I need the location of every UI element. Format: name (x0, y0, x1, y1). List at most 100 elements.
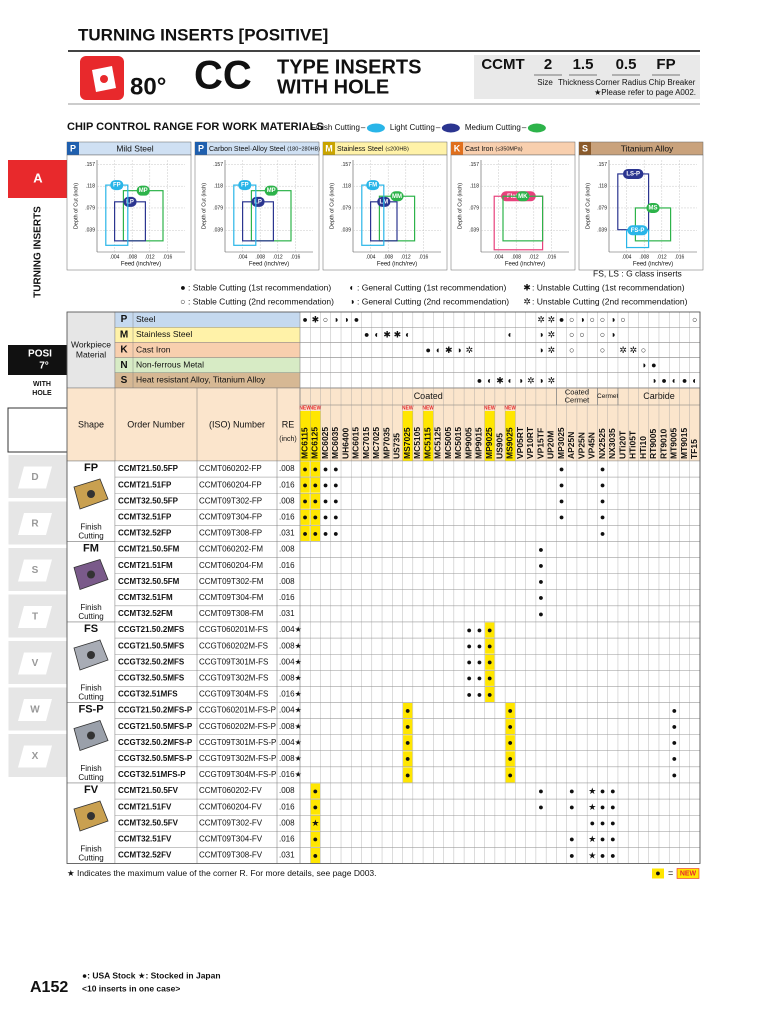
corner-radius: .008 (279, 818, 295, 827)
workpiece-mark: ✲ (548, 330, 556, 340)
order-number: CCGT21.50.5MFS (118, 641, 185, 650)
grade-name: UH6400 (340, 428, 350, 459)
new-cell-highlight (310, 477, 321, 493)
iso-number: CCMT09T302-FV (199, 818, 263, 827)
workpiece-mark: ◑ (538, 345, 543, 355)
workpiece-mark: ◐ (692, 375, 697, 385)
new-tag: NEW (422, 405, 434, 411)
shape-tab[interactable] (7, 407, 69, 453)
stock-mark: ● (323, 528, 328, 538)
corner-radius: .031 (279, 609, 295, 618)
stock-mark: ● (477, 641, 482, 651)
column-header: (inch) (279, 436, 297, 443)
new-cell-highlight (485, 638, 495, 654)
stock-mark: ● (538, 577, 543, 587)
x-tick-label: .016 (547, 254, 557, 260)
workpiece-mark: ◑ (538, 330, 543, 340)
workpiece-mark: ✲ (537, 314, 545, 324)
corner-radius: .004★ (279, 657, 302, 666)
stock-mark: ● (467, 625, 472, 635)
stock-mark: ● (313, 496, 318, 506)
x-tick-label: .012 (145, 254, 155, 260)
workpiece-mark: ✲ (630, 345, 638, 355)
y-tick-label: .079 (213, 205, 223, 211)
new-cell-highlight (485, 622, 495, 638)
y-tick-label: .157 (597, 162, 607, 168)
iso-number: CCGT060202M-FS-P (199, 722, 276, 731)
x-tick-label: .004 (494, 254, 504, 260)
iso-number: CCMT060204-FP (199, 480, 262, 489)
new-grade-highlight (505, 411, 516, 461)
insert-hole (87, 490, 95, 498)
stock-mark: ● (600, 480, 605, 490)
corner-radius: .008 (279, 464, 295, 473)
x-axis-label: Feed (inch/rev) (505, 262, 545, 268)
workpiece-mark: ◑ (456, 345, 461, 355)
workpiece-mark: ● (682, 375, 687, 385)
y-axis-label: Depth of Cut (inch) (585, 183, 591, 229)
stock-mark: ★ (311, 818, 319, 828)
grade-name: MC6025 (320, 427, 330, 459)
stock-mark: ● (600, 786, 605, 796)
grade-name: MP9025 (484, 427, 494, 459)
iso-number: CCMT09T308-FP (199, 529, 262, 538)
grade-name: US905 (494, 433, 504, 459)
grade-name: MC6115 (299, 427, 309, 459)
corner-radius: .008 (279, 496, 295, 505)
stock-mark: ● (467, 673, 472, 683)
workpiece-letter: P (121, 314, 128, 325)
designation-box (474, 55, 700, 99)
stock-mark: ● (672, 770, 677, 780)
posi-label: POSI (28, 349, 52, 360)
stock-mark: ● (477, 689, 482, 699)
panel-letter: S (582, 143, 588, 153)
iso-number: CCGT09T304M-FS-P (199, 770, 276, 779)
chip-title: CHIP CONTROL RANGE FOR WORK MATERIALS (67, 121, 324, 133)
stock-mark: ● (313, 850, 318, 860)
footnote: ★ Indicates the maximum value of the cor… (67, 868, 377, 878)
header-band (66, 387, 701, 462)
iso-number: CCMT09T304-FV (199, 834, 263, 843)
workpiece-letter: M (120, 329, 128, 340)
workpiece-mark: ● (661, 375, 666, 385)
tab-letter: X (32, 751, 39, 762)
stability-text: : General Cutting (2nd recommendation) (357, 296, 509, 306)
stock-mark: ● (302, 496, 307, 506)
grade-name: MP9015 (474, 427, 484, 459)
workpiece-mark: ○ (569, 330, 574, 340)
grade-name: MT9015 (679, 428, 689, 459)
corner-radius: .008★ (279, 754, 302, 763)
stock-mark: ● (508, 722, 513, 732)
stock-mark: ● (467, 689, 472, 699)
new-tag: NEW (310, 405, 322, 411)
new-legend-tag (676, 868, 700, 879)
with-hole: WITH (33, 381, 51, 388)
application: Cutting (78, 532, 103, 541)
new-cell-highlight (485, 654, 495, 670)
x-axis-label: Feed (inch/rev) (377, 262, 417, 268)
y-tick-label: .118 (470, 184, 480, 190)
y-axis-label: Depth of Cut (inch) (73, 183, 79, 229)
workpiece-name: Non-ferrous Metal (136, 359, 204, 369)
stock-mark: ● (323, 480, 328, 490)
tab-shape-icon (18, 466, 52, 489)
x-tick-label: .016 (675, 254, 685, 260)
section-heading: TURNING INSERTS [POSITIVE] (78, 25, 328, 44)
x-tick-label: .004 (366, 254, 376, 260)
grade-name: US735 (392, 433, 402, 459)
chip-range-badge (251, 196, 265, 207)
new-cell-highlight (310, 799, 321, 815)
stock-mark: ★ (588, 850, 596, 860)
grade-name: MP7035 (381, 427, 391, 459)
order-number: CCMT21.51FV (118, 802, 172, 811)
new-cell-highlight (403, 751, 413, 767)
workpiece-mark: ◑ (343, 314, 348, 324)
order-number: CCMT21.50.5FV (118, 786, 179, 795)
panel-name: Titanium Alloy (621, 143, 674, 153)
workpiece-mark: ✱ (445, 345, 453, 355)
x-tick-label: .012 (529, 254, 539, 260)
y-tick-label: .039 (597, 228, 607, 234)
grade-name: RT9005 (648, 428, 658, 459)
application: Finish (80, 764, 101, 773)
panel-condition: (≤200HB) (385, 146, 409, 152)
